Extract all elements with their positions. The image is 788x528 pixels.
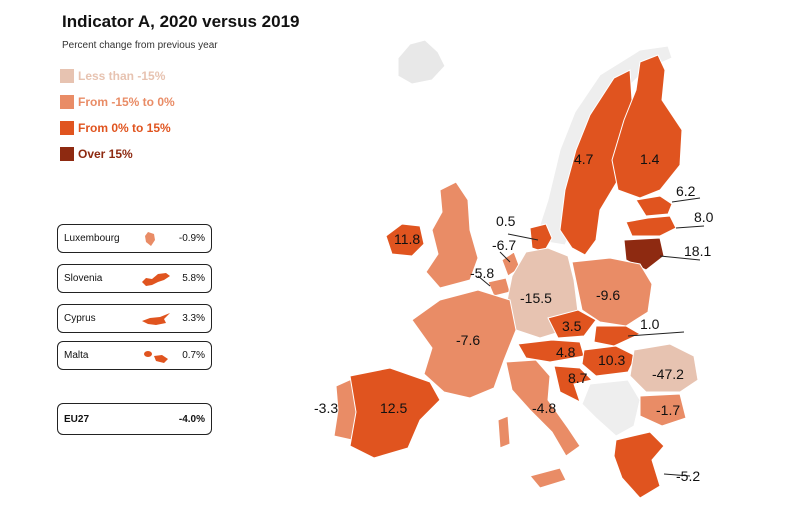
map-label-sweden: 4.7 [574,151,594,167]
country-name: Malta [64,350,89,361]
slovenia-shape-icon [142,273,170,286]
legend-label: Less than -15% [78,69,166,83]
legend-swatch [60,69,74,83]
region-czechia [547,309,597,339]
legend-swatch [60,95,74,109]
leader-lines [477,197,705,477]
legend: Less than -15% From -15% to 0% From 0% t… [60,63,175,167]
legend-label: Over 15% [78,147,133,161]
luxembourg-shape-icon [145,232,155,246]
legend-swatch [60,121,74,135]
map-label-bulgaria: -1.7 [656,402,680,418]
eu27-label: EU27 [64,413,90,425]
region-poland [571,257,653,327]
legend-item: From 0% to 15% [60,115,175,141]
map-subtitle: Percent change from previous year [62,40,218,51]
region-greece [613,431,665,499]
map-label-germany: -15.5 [520,290,552,306]
legend-item: From -15% to 0% [60,89,175,115]
legend-item: Over 15% [60,141,175,167]
region-balkans [581,379,641,437]
map-title: Indicator A, 2020 versus 2019 [62,12,300,31]
map-label-czechia: 3.5 [562,318,582,334]
map-label-hungary: 10.3 [598,352,625,368]
map-label-belgium: -5.8 [470,265,494,281]
country-value: 3.3% [182,313,205,324]
country-value: 0.7% [182,350,205,361]
eu27-summary: EU27 -4.0% [57,403,212,435]
legend-label: From 0% to 15% [78,121,171,135]
country-name: Slovenia [64,273,103,284]
map-label-spain: 12.5 [380,400,407,416]
eu27-value: -4.0% [178,413,205,425]
region-ireland [385,223,425,257]
map-label-finland: 1.4 [640,151,660,167]
region-romania [629,343,699,393]
legend-item: Less than -15% [60,63,175,89]
legend-label: From -15% to 0% [78,95,175,109]
map-label-ireland: 11.8 [394,231,420,247]
map-label-latvia: 8.0 [694,209,714,225]
map-label-denmark: 0.5 [496,213,516,229]
map-label-estonia: 6.2 [676,183,696,199]
map-label-lithuania: 18.1 [684,243,711,259]
malta-shape-icon [144,351,168,363]
region-iceland [397,39,446,85]
region-sardinia [497,415,511,449]
map-label-italy: -4.8 [532,400,556,416]
region-spain [349,367,441,459]
map-label-greece: -5.2 [676,468,700,484]
region-sweden [559,69,633,256]
region-croatia [553,365,593,403]
map-label-france: -7.6 [456,332,480,348]
small-country-slovenia: Slovenia 5.8% [57,264,212,293]
map-label-romania: -47.2 [652,366,684,382]
region-slovakia [593,325,642,347]
small-country-cyprus: Cyprus 3.3% [57,304,212,333]
legend-swatch [60,147,74,161]
region-finland [611,54,683,199]
small-country-luxembourg: Luxembourg -0.9% [57,224,212,253]
region-italy [505,359,581,457]
map-label-netherlands: -6.7 [492,237,516,253]
region-uk [425,181,479,289]
region-latvia [625,215,677,237]
region-lithuania [623,237,665,271]
region-france [411,289,517,399]
cyprus-shape-icon [142,313,170,325]
region-denmark [529,223,553,253]
country-value: 5.8% [182,273,205,284]
region-sicily [529,467,567,489]
country-value: -0.9% [178,233,205,244]
map-label-poland: -9.6 [596,287,620,303]
region-bulgaria [639,393,687,427]
region-estonia [635,195,673,217]
map-label-croatia: 8.7 [568,370,588,386]
map-label-slovakia: 1.0 [640,316,660,332]
country-name: Luxembourg [64,233,120,244]
region-hungary [581,345,637,377]
small-country-malta: Malta 0.7% [57,341,212,370]
country-name: Cyprus [64,313,96,324]
map-label-austria: 4.8 [556,344,576,360]
map-label-portugal: -3.3 [314,400,338,416]
